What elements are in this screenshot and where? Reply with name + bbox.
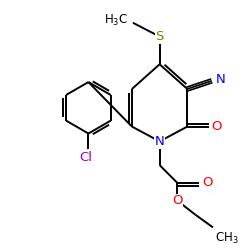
Text: $\mathregular{H_3C}$: $\mathregular{H_3C}$	[104, 13, 128, 28]
Text: N: N	[216, 72, 226, 86]
Text: Cl: Cl	[79, 151, 92, 164]
Text: S: S	[156, 30, 164, 43]
Text: N: N	[155, 135, 164, 148]
Text: O: O	[212, 120, 222, 133]
Text: O: O	[172, 194, 183, 207]
Text: $\mathregular{CH_3}$: $\mathregular{CH_3}$	[215, 232, 239, 246]
Text: H: H	[119, 14, 128, 27]
Text: O: O	[202, 176, 212, 190]
